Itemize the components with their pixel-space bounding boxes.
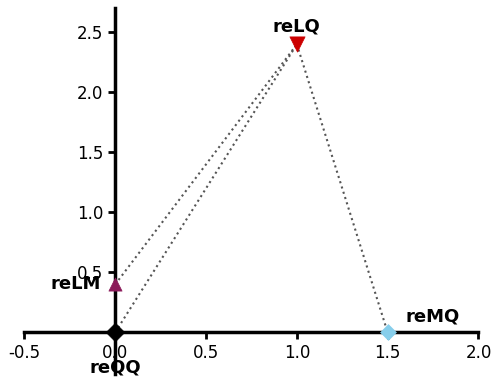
Point xyxy=(111,329,119,336)
Point xyxy=(111,281,119,288)
Point xyxy=(293,41,301,47)
Text: reLM: reLM xyxy=(50,275,100,293)
Text: reMQ: reMQ xyxy=(406,308,460,326)
Text: reLQ: reLQ xyxy=(273,18,320,36)
Point xyxy=(384,329,392,336)
Text: reQQ: reQQ xyxy=(90,359,141,377)
